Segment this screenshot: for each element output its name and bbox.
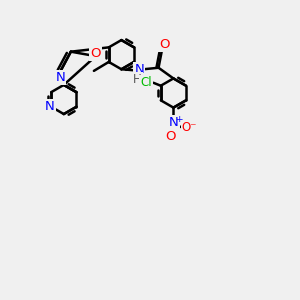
Text: N: N xyxy=(56,71,65,84)
Text: N: N xyxy=(169,116,179,129)
Text: H: H xyxy=(134,73,142,85)
Text: O⁻: O⁻ xyxy=(182,121,197,134)
Text: +: + xyxy=(175,115,182,124)
Text: N: N xyxy=(134,63,144,76)
Text: Cl: Cl xyxy=(140,76,152,89)
Text: N: N xyxy=(45,100,55,113)
Text: O: O xyxy=(159,38,169,51)
Text: O: O xyxy=(165,130,176,143)
Text: O: O xyxy=(91,47,101,60)
